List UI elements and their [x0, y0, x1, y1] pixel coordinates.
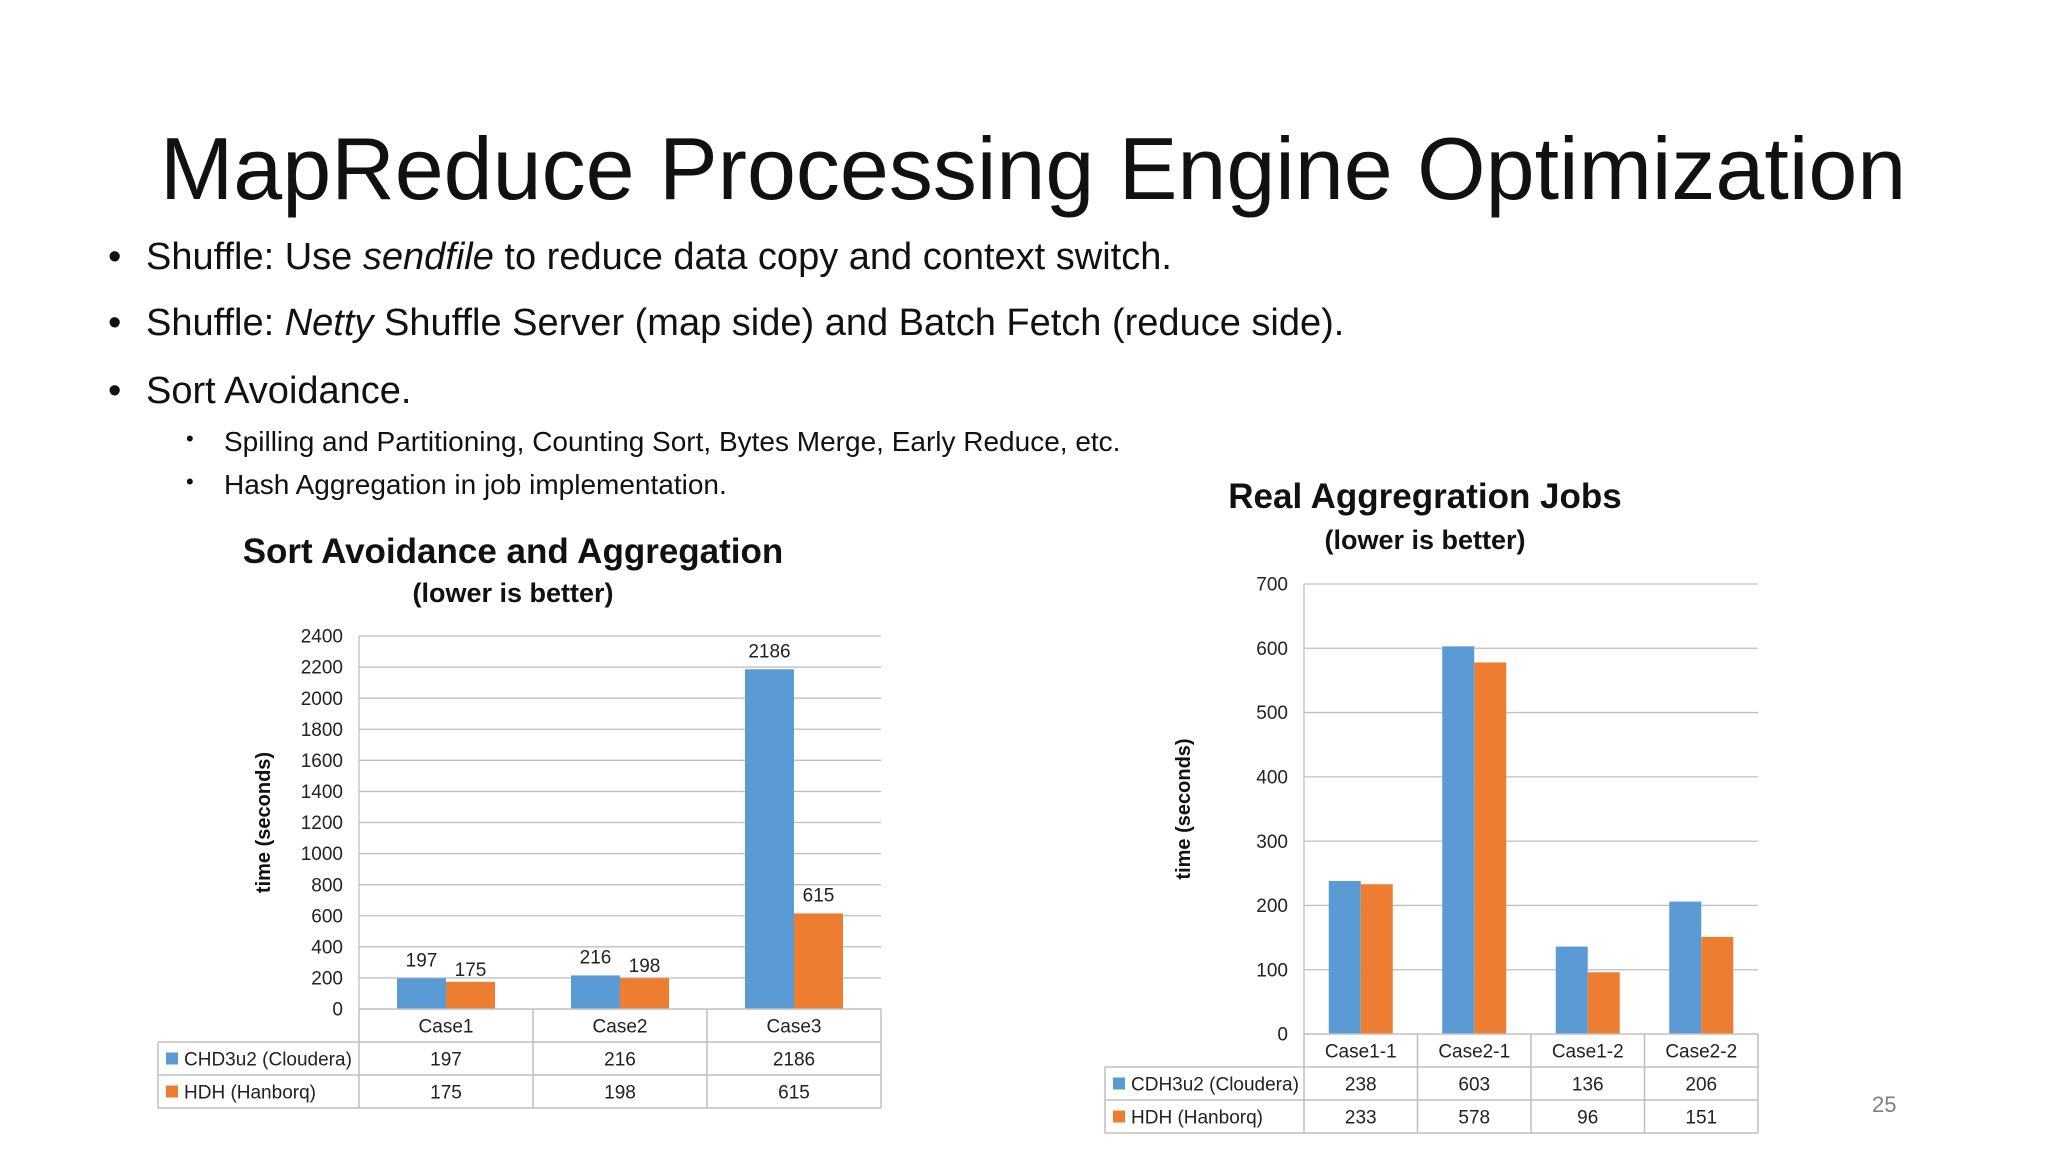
chart-title: Sort Avoidance and Aggregation	[243, 532, 784, 571]
table-value: 2186	[773, 1049, 815, 1070]
table-value: 615	[778, 1082, 810, 1103]
data-label: 615	[803, 885, 835, 906]
y-tick-label: 1400	[301, 782, 343, 803]
bar-series1	[745, 669, 794, 1009]
y-tick-label: 100	[1256, 960, 1288, 981]
data-label: 2186	[748, 641, 790, 662]
legend-label: HDH (Hanborq)	[1131, 1107, 1263, 1128]
slide-title: MapReduce Processing Engine Optimization	[160, 119, 1907, 218]
y-tick-label: 0	[1277, 1025, 1288, 1046]
table-value: 96	[1577, 1107, 1598, 1128]
y-tick-label: 600	[1256, 639, 1288, 660]
table-value: 216	[604, 1049, 636, 1070]
category-label: Case2-1	[1438, 1041, 1510, 1062]
data-label: 175	[455, 960, 487, 981]
bar-series2	[1701, 936, 1734, 1034]
bar-series2	[1360, 884, 1393, 1034]
y-tick-label: 200	[1256, 896, 1288, 917]
table-value: 206	[1685, 1074, 1717, 1095]
bullet-dot: •	[186, 426, 194, 451]
category-label: Case2	[593, 1016, 648, 1037]
y-tick-label: 2200	[301, 658, 343, 679]
legend-label: CDH3u2 (Cloudera)	[1131, 1074, 1299, 1095]
y-axis-label: time (seconds)	[253, 752, 275, 893]
category-label: Case1	[419, 1016, 474, 1037]
bar-series1	[1555, 946, 1588, 1034]
table-value: 136	[1572, 1074, 1604, 1095]
table-value: 233	[1345, 1107, 1377, 1128]
chart-title: Real Aggregration Jobs	[1228, 477, 1622, 516]
legend-swatch	[1113, 1110, 1125, 1123]
y-tick-label: 400	[311, 937, 343, 958]
y-tick-label: 0	[332, 1000, 343, 1021]
table-value: 198	[604, 1082, 636, 1103]
legend-swatch	[166, 1085, 178, 1098]
category-label: Case2-2	[1665, 1041, 1737, 1062]
legend-label: HDH (Hanborq)	[184, 1082, 316, 1103]
bar-series1	[1328, 881, 1361, 1034]
y-tick-label: 2000	[301, 689, 343, 710]
bullet-dot: •	[108, 302, 122, 344]
table-value: 197	[430, 1049, 462, 1070]
bullet-text: Sort Avoidance.	[146, 370, 412, 412]
table-value: 175	[430, 1082, 462, 1103]
legend-swatch	[1113, 1077, 1125, 1090]
y-tick-label: 1200	[301, 813, 343, 834]
page-number: 25	[1872, 1092, 1897, 1117]
bar-series2	[794, 913, 843, 1009]
y-tick-label: 2400	[301, 627, 343, 648]
bullet-text: Shuffle: Use sendfile to reduce data cop…	[146, 236, 1172, 278]
legend-swatch	[166, 1052, 178, 1065]
bar-series1	[571, 975, 620, 1009]
bar-series1	[1669, 901, 1702, 1034]
bar-series1	[1442, 646, 1475, 1034]
y-tick-label: 200	[311, 969, 343, 990]
table-value: 151	[1685, 1107, 1717, 1128]
data-label: 197	[406, 950, 438, 971]
y-tick-label: 1600	[301, 751, 343, 772]
sub-bullet-text: Hash Aggregation in job implementation.	[224, 469, 727, 500]
y-tick-label: 400	[1256, 768, 1288, 789]
table-value: 603	[1458, 1074, 1490, 1095]
y-axis-label: time (seconds)	[1173, 738, 1195, 879]
bullet-dot: •	[186, 469, 194, 494]
bar-series2	[1474, 662, 1507, 1034]
y-tick-label: 800	[311, 875, 343, 896]
y-tick-label: 300	[1256, 832, 1288, 853]
sub-bullet-text: Spilling and Partitioning, Counting Sort…	[224, 426, 1121, 457]
table-value: 238	[1345, 1074, 1377, 1095]
chart-subtitle: (lower is better)	[412, 578, 613, 608]
bar-series2	[620, 978, 669, 1009]
table-value: 578	[1458, 1107, 1490, 1128]
bullet-text: Shuffle: Netty Shuffle Server (map side)…	[146, 302, 1345, 344]
bar-series1	[397, 978, 446, 1009]
data-label: 198	[629, 956, 661, 977]
chart-subtitle: (lower is better)	[1324, 525, 1525, 555]
bullet-dot: •	[108, 370, 122, 412]
legend-label: CHD3u2 (Cloudera)	[184, 1049, 352, 1070]
bar-series2	[446, 981, 495, 1009]
category-label: Case1-1	[1325, 1041, 1397, 1062]
category-label: Case1-2	[1552, 1041, 1624, 1062]
bullet-dot: •	[108, 236, 122, 278]
y-tick-label: 700	[1256, 575, 1288, 596]
y-tick-label: 1800	[301, 720, 343, 741]
y-tick-label: 1000	[301, 844, 343, 865]
y-tick-label: 500	[1256, 703, 1288, 724]
category-label: Case3	[767, 1016, 822, 1037]
data-label: 216	[580, 947, 612, 968]
bar-series2	[1587, 972, 1620, 1034]
y-tick-label: 600	[311, 906, 343, 927]
